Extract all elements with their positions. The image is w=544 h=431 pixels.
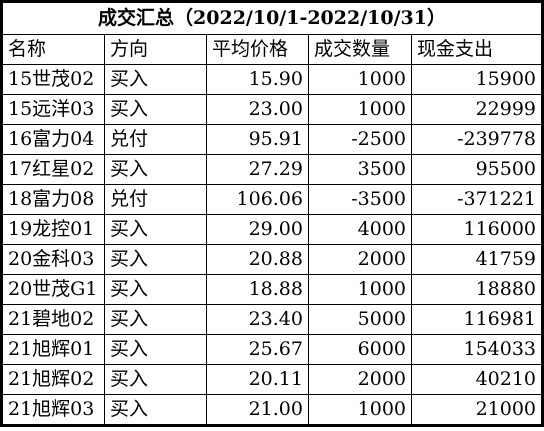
cell-cash-out: 15900: [410, 64, 544, 95]
cell-cash-out: 116000: [410, 214, 544, 245]
cell-quantity: 5000: [308, 304, 412, 335]
header-direction: 方向: [104, 34, 207, 65]
table-row: 18富力08 兑付 106.06 -3500 -371221: [0, 184, 544, 215]
cell-direction: 兑付: [104, 124, 207, 155]
cell-avg-price: 20.88: [206, 244, 309, 275]
table-title: 成交汇总（2022/10/1-2022/10/31）: [0, 0, 544, 35]
cell-direction: 买入: [104, 244, 207, 275]
cell-name: 16富力04: [0, 124, 105, 155]
cell-avg-price: 25.67: [206, 334, 309, 365]
table-row: 20世茂G1 买入 18.88 1000 18880: [0, 274, 544, 305]
table-row: 21旭辉03 买入 21.00 1000 21000: [0, 394, 544, 427]
cell-name: 21旭辉02: [0, 364, 105, 395]
cell-direction: 买入: [104, 64, 207, 95]
cell-quantity: 4000: [308, 214, 412, 245]
cell-avg-price: 21.00: [206, 394, 309, 427]
cell-name: 19龙控01: [0, 214, 105, 245]
table-row: 19龙控01 买入 29.00 4000 116000: [0, 214, 544, 245]
table-row: 15远洋03 买入 23.00 1000 22999: [0, 94, 544, 125]
cell-quantity: 1000: [308, 394, 412, 427]
cell-avg-price: 29.00: [206, 214, 309, 245]
cell-quantity: 2000: [308, 244, 412, 275]
cell-direction: 买入: [104, 304, 207, 335]
cell-name: 15远洋03: [0, 94, 105, 125]
cell-direction: 买入: [104, 364, 207, 395]
cell-cash-out: 95500: [410, 154, 544, 185]
cell-direction: 买入: [104, 94, 207, 125]
cell-avg-price: 27.29: [206, 154, 309, 185]
cell-avg-price: 20.11: [206, 364, 309, 395]
cell-quantity: -2500: [308, 124, 412, 155]
cell-cash-out: -239778: [410, 124, 544, 155]
cell-direction: 买入: [104, 214, 207, 245]
cell-direction: 买入: [104, 394, 207, 427]
table-row: 17红星02 买入 27.29 3500 95500: [0, 154, 544, 185]
cell-quantity: 1000: [308, 274, 412, 305]
table-row: 21旭辉02 买入 20.11 2000 40210: [0, 364, 544, 395]
cell-name: 21旭辉03: [0, 394, 105, 427]
cell-quantity: 6000: [308, 334, 412, 365]
cell-quantity: 1000: [308, 64, 412, 95]
cell-avg-price: 23.00: [206, 94, 309, 125]
table-row: 15世茂02 买入 15.90 1000 15900: [0, 64, 544, 95]
cell-cash-out: 22999: [410, 94, 544, 125]
header-cash-out: 现金支出: [410, 34, 544, 65]
header-avg-price: 平均价格: [206, 34, 309, 65]
cell-name: 15世茂02: [0, 64, 105, 95]
table-row: 21旭辉01 买入 25.67 6000 154033: [0, 334, 544, 365]
cell-quantity: 1000: [308, 94, 412, 125]
cell-cash-out: -371221: [410, 184, 544, 215]
cell-quantity: -3500: [308, 184, 412, 215]
cell-name: 21旭辉01: [0, 334, 105, 365]
cell-avg-price: 15.90: [206, 64, 309, 95]
cell-direction: 买入: [104, 154, 207, 185]
cell-cash-out: 18880: [410, 274, 544, 305]
title-row: 成交汇总（2022/10/1-2022/10/31）: [0, 0, 544, 35]
cell-cash-out: 116981: [410, 304, 544, 335]
cell-name: 20世茂G1: [0, 274, 105, 305]
cell-quantity: 2000: [308, 364, 412, 395]
cell-cash-out: 154033: [410, 334, 544, 365]
cell-name: 20金科03: [0, 244, 105, 275]
header-row: 名称 方向 平均价格 成交数量 现金支出: [0, 34, 544, 65]
header-name: 名称: [0, 34, 105, 65]
cell-cash-out: 41759: [410, 244, 544, 275]
cell-avg-price: 18.88: [206, 274, 309, 305]
cell-avg-price: 95.91: [206, 124, 309, 155]
cell-avg-price: 23.40: [206, 304, 309, 335]
cell-direction: 兑付: [104, 184, 207, 215]
table-row: 20金科03 买入 20.88 2000 41759: [0, 244, 544, 275]
cell-avg-price: 106.06: [206, 184, 309, 215]
cell-direction: 买入: [104, 334, 207, 365]
cell-name: 17红星02: [0, 154, 105, 185]
table-row: 21碧地02 买入 23.40 5000 116981: [0, 304, 544, 335]
header-quantity: 成交数量: [308, 34, 412, 65]
cell-name: 21碧地02: [0, 304, 105, 335]
cell-cash-out: 40210: [410, 364, 544, 395]
cell-direction: 买入: [104, 274, 207, 305]
cell-cash-out: 21000: [410, 394, 544, 427]
table-row: 16富力04 兑付 95.91 -2500 -239778: [0, 124, 544, 155]
cell-name: 18富力08: [0, 184, 105, 215]
cell-quantity: 3500: [308, 154, 412, 185]
